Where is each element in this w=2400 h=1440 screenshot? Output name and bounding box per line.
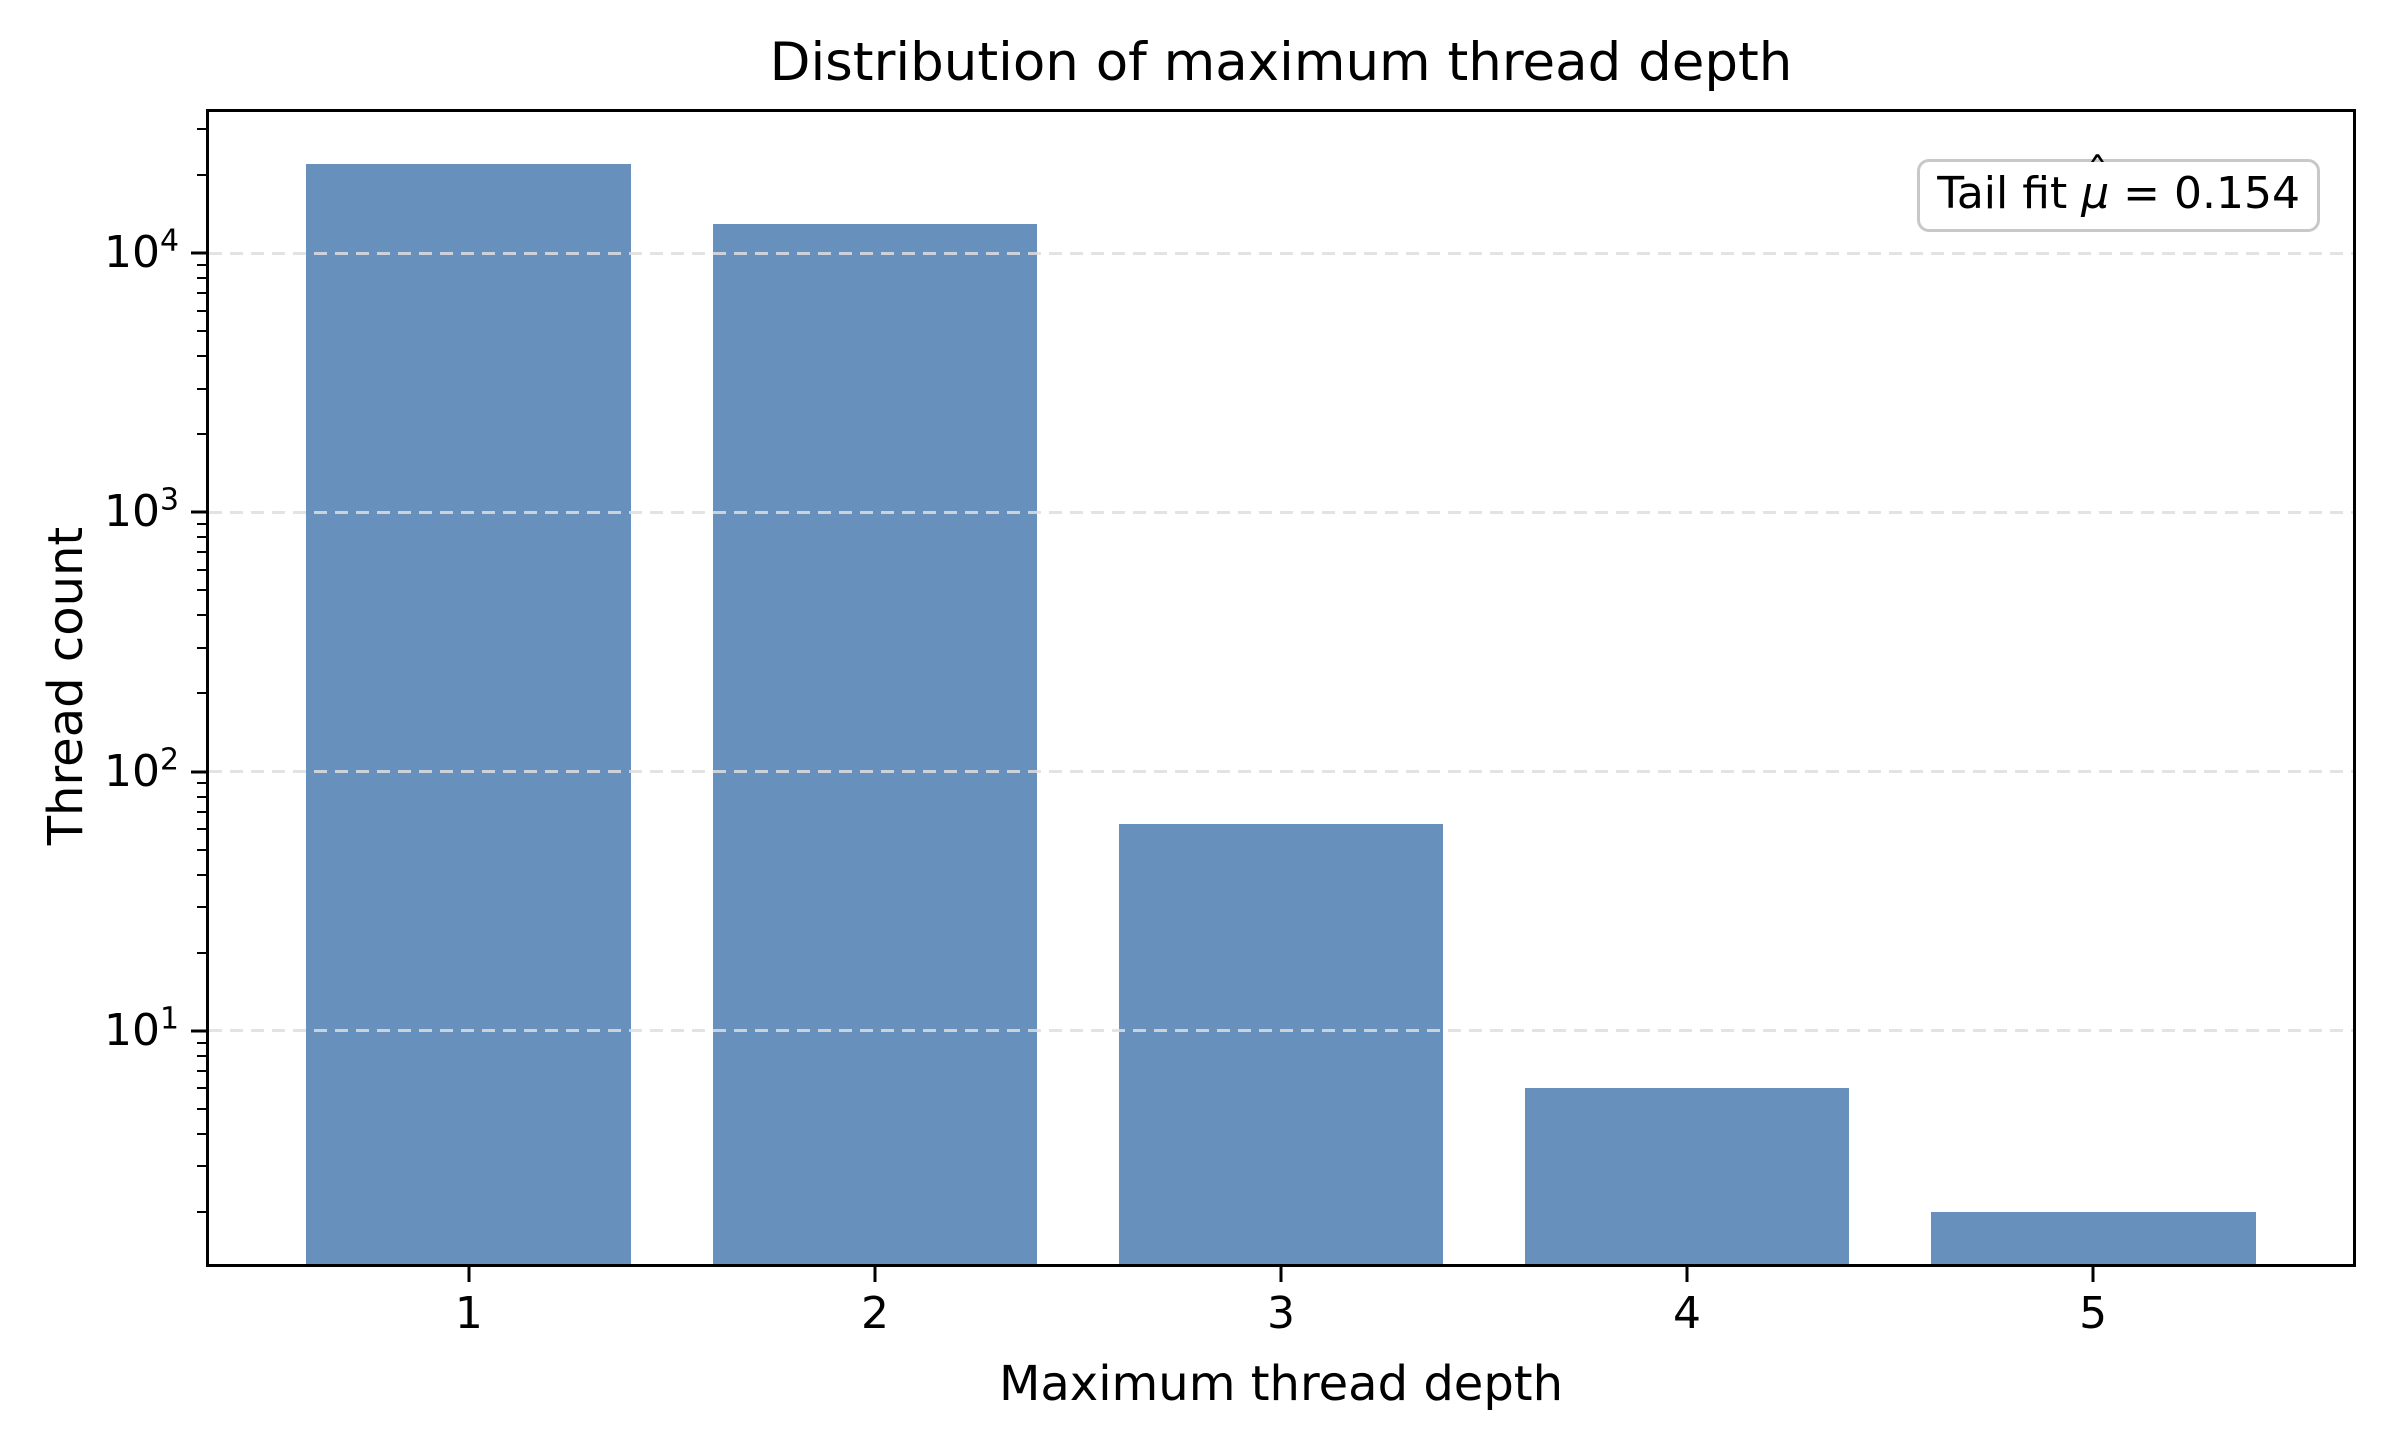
y-minor-tick bbox=[197, 330, 206, 333]
y-tick-base: 10 bbox=[103, 227, 160, 279]
chart-title: Distribution of maximum thread depth bbox=[769, 32, 1793, 93]
y-axis-label: Thread count bbox=[38, 526, 94, 846]
y-tick bbox=[191, 770, 206, 774]
y-minor-tick bbox=[197, 263, 206, 266]
y-tick-base: 10 bbox=[103, 486, 160, 538]
y-minor-tick bbox=[197, 873, 206, 876]
mu-symbol: μ bbox=[2081, 168, 2110, 219]
gridline bbox=[209, 510, 2353, 514]
y-tick bbox=[191, 251, 206, 255]
x-tick bbox=[2091, 1267, 2095, 1282]
y-minor-tick bbox=[197, 292, 206, 295]
y-minor-tick bbox=[197, 174, 206, 176]
y-minor-tick bbox=[197, 277, 206, 280]
y-minor-tick bbox=[197, 1054, 206, 1057]
y-tick-exponent: 3 bbox=[159, 482, 179, 518]
y-minor-tick bbox=[197, 1107, 206, 1110]
y-tick-label: 103 bbox=[104, 485, 179, 534]
bar-depth-5 bbox=[1930, 1211, 2256, 1264]
y-minor-tick bbox=[197, 614, 206, 617]
y-minor-tick bbox=[197, 355, 206, 358]
y-minor-tick bbox=[197, 536, 206, 539]
x-tick bbox=[1279, 1267, 1283, 1282]
y-minor-tick bbox=[197, 692, 206, 695]
y-minor-tick bbox=[197, 1165, 206, 1168]
y-minor-tick bbox=[197, 810, 206, 813]
y-minor-tick bbox=[197, 589, 206, 592]
x-tick bbox=[1685, 1267, 1689, 1282]
annotation-suffix: = 0.154 bbox=[2109, 168, 2300, 219]
x-tick bbox=[873, 1267, 877, 1282]
y-minor-tick bbox=[197, 1069, 206, 1072]
y-minor-tick bbox=[197, 1210, 206, 1213]
y-tick bbox=[191, 1029, 206, 1033]
y-minor-tick bbox=[197, 906, 206, 909]
y-minor-tick bbox=[197, 309, 206, 312]
y-minor-tick bbox=[197, 782, 206, 785]
y-tick-exponent: 1 bbox=[159, 1001, 179, 1037]
y-tick-exponent: 2 bbox=[159, 742, 179, 778]
annotation-prefix: Tail fit bbox=[1937, 168, 2082, 219]
bar-depth-4 bbox=[1524, 1088, 1850, 1264]
y-tick-label: 101 bbox=[104, 1004, 179, 1053]
y-tick-label: 102 bbox=[104, 745, 179, 794]
bar-depth-3 bbox=[1118, 823, 1444, 1264]
y-minor-tick bbox=[197, 1132, 206, 1135]
y-minor-tick bbox=[197, 848, 206, 851]
x-axis-label: Maximum thread depth bbox=[998, 1356, 1564, 1412]
bar-depth-2 bbox=[712, 223, 1038, 1264]
x-tick-label-2: 2 bbox=[860, 1288, 889, 1339]
gridline bbox=[209, 251, 2353, 255]
x-tick-label-5: 5 bbox=[2079, 1288, 2108, 1339]
y-minor-tick bbox=[197, 568, 206, 571]
y-minor-tick bbox=[197, 646, 206, 649]
y-minor-tick bbox=[197, 1041, 206, 1044]
y-minor-tick bbox=[197, 828, 206, 831]
x-tick bbox=[467, 1267, 471, 1282]
y-tick bbox=[191, 510, 206, 514]
x-tick-label-4: 4 bbox=[1673, 1288, 1702, 1339]
y-tick-label: 104 bbox=[104, 226, 179, 275]
y-minor-tick bbox=[197, 1087, 206, 1090]
y-minor-tick bbox=[197, 551, 206, 554]
bar-depth-1 bbox=[306, 164, 632, 1264]
y-minor-tick bbox=[197, 523, 206, 526]
gridline bbox=[209, 770, 2353, 774]
y-minor-tick bbox=[197, 128, 206, 131]
gridline bbox=[209, 1029, 2353, 1033]
y-minor-tick bbox=[197, 951, 206, 954]
y-minor-tick bbox=[197, 795, 206, 798]
x-tick-label-3: 3 bbox=[1267, 1288, 1295, 1339]
y-minor-tick bbox=[197, 387, 206, 390]
y-tick-base: 10 bbox=[103, 1004, 160, 1056]
y-minor-tick bbox=[197, 433, 206, 436]
hat-accent: ˆ bbox=[2086, 148, 2108, 198]
y-tick-exponent: 4 bbox=[159, 223, 179, 259]
y-tick-base: 10 bbox=[103, 745, 160, 797]
x-tick-label-1: 1 bbox=[454, 1288, 483, 1339]
